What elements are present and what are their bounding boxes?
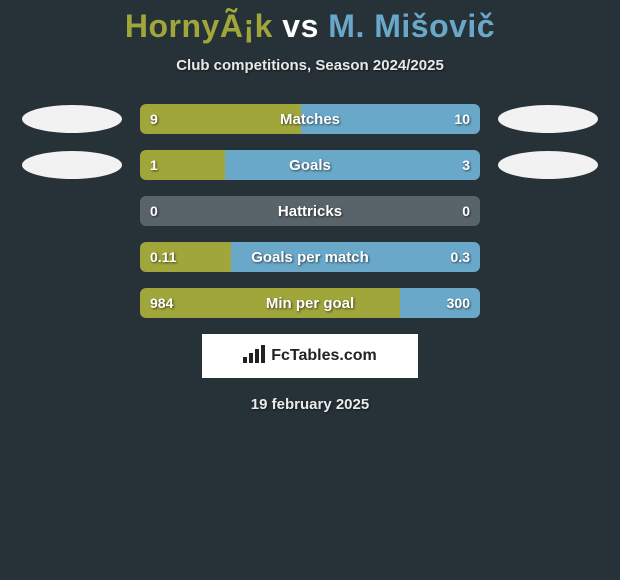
page-title: HornyÃ¡k vs M. Mišovič — [0, 0, 620, 45]
spacer — [498, 197, 598, 225]
player2-badge — [498, 151, 598, 179]
player1-badge — [22, 151, 122, 179]
spacer — [22, 243, 122, 271]
attribution-text: FcTables.com — [271, 347, 377, 365]
stat-bar: 984300Min per goal — [140, 288, 480, 318]
stat-row: 910Matches — [0, 104, 620, 134]
bar-chart-icon — [243, 345, 265, 368]
player1-value: 0 — [150, 196, 158, 226]
bar-segment-player2 — [301, 104, 480, 134]
stat-row: 984300Min per goal — [0, 288, 620, 318]
player2-value: 0 — [462, 196, 470, 226]
stat-row: 0.110.3Goals per match — [0, 242, 620, 272]
date-label: 19 february 2025 — [0, 396, 620, 413]
spacer — [498, 243, 598, 271]
bar-segment-player1 — [140, 288, 400, 318]
stat-row: 13Goals — [0, 150, 620, 180]
attribution-badge: FcTables.com — [202, 334, 418, 378]
bar-segment-player2 — [225, 150, 480, 180]
bar-segment-player1 — [140, 242, 231, 272]
bar-segment-player2 — [400, 288, 480, 318]
player1-name: HornyÃ¡k — [125, 8, 273, 44]
spacer — [22, 197, 122, 225]
stat-label: Hattricks — [140, 196, 480, 226]
bar-segment-player1 — [140, 104, 301, 134]
stat-row: 0 0Hattricks — [0, 196, 620, 226]
subtitle: Club competitions, Season 2024/2025 — [0, 57, 620, 74]
vs-separator: vs — [282, 8, 319, 44]
stat-bar: 0 0Hattricks — [140, 196, 480, 226]
bar-segment-player1 — [140, 150, 225, 180]
bar-segment-player2 — [231, 242, 480, 272]
stat-bar: 910Matches — [140, 104, 480, 134]
stat-bar: 13Goals — [140, 150, 480, 180]
player1-badge — [22, 105, 122, 133]
comparison-rows: 910Matches 13Goals 0 0Hattricks 0.110.3Goals… — [0, 104, 620, 318]
stat-bar: 0.110.3Goals per match — [140, 242, 480, 272]
player2-badge — [498, 105, 598, 133]
player2-name: M. Mišovič — [328, 8, 495, 44]
spacer — [498, 289, 598, 317]
spacer — [22, 289, 122, 317]
